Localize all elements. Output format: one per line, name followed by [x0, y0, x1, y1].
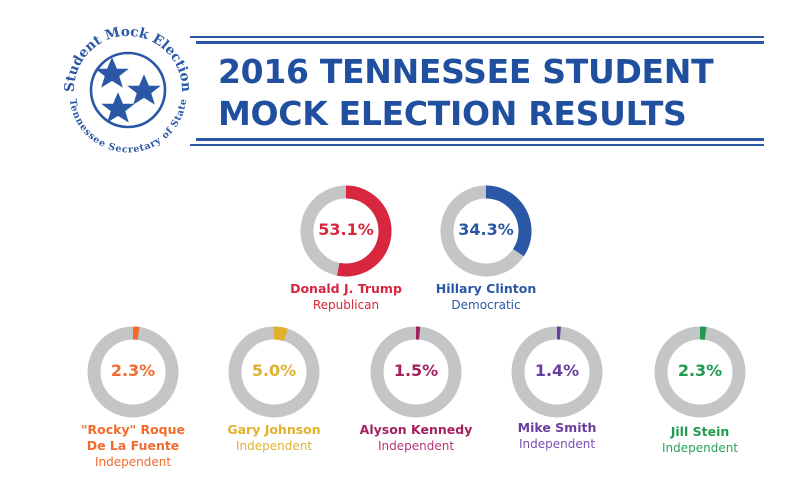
page-title-line1: 2016 TENNESSEE STUDENT — [218, 52, 714, 91]
candidate-party: Democratic — [451, 298, 521, 312]
candidate-party: Independent — [661, 441, 739, 455]
donut-rocky-roque-de-la-fuente: 2.3% — [87, 326, 179, 418]
seal-top-text: Student Mock Election — [62, 24, 194, 93]
candidate-name: De La Fuente — [86, 438, 180, 453]
candidate-label-alyson-kennedy: Alyson Kennedy Independent — [336, 422, 496, 454]
percent-value: 2.3% — [677, 361, 723, 380]
donut-ring — [87, 326, 179, 418]
candidate-party: Independent — [94, 455, 172, 469]
donut-ring — [654, 326, 746, 418]
candidate-label-hillary-clinton: Hillary Clinton Democratic — [406, 281, 566, 313]
donut-donald-j-trump: 53.1% — [300, 185, 392, 277]
donut-jill-stein: 2.3% — [654, 326, 746, 418]
donut-mike-smith: 1.4% — [511, 326, 603, 418]
candidate-label-rocky-roque-de-la-fuente: "Rocky" Roque De La Fuente Independent — [53, 422, 213, 470]
candidate-label-mike-smith: Mike Smith Independent — [477, 420, 637, 452]
candidate-name: Hillary Clinton — [435, 281, 537, 296]
donut-gary-johnson: 5.0% — [228, 326, 320, 418]
candidate-party: Independent — [377, 439, 455, 453]
candidate-party: Republican — [312, 298, 380, 312]
candidate-label-donald-j-trump: Donald J. Trump Republican — [266, 281, 426, 313]
candidate-name: Jill Stein — [670, 424, 730, 439]
donut-ring — [511, 326, 603, 418]
percent-value: 1.5% — [393, 361, 439, 380]
header-top-rule-thick — [196, 41, 764, 44]
candidate-name: Mike Smith — [517, 420, 597, 435]
candidate-name: Donald J. Trump — [290, 281, 402, 296]
candidate-label-gary-johnson: Gary Johnson Independent — [194, 422, 354, 454]
candidate-name: Gary Johnson — [227, 422, 321, 437]
donut-ring — [370, 326, 462, 418]
donut-hillary-clinton: 34.3% — [440, 185, 532, 277]
donut-ring — [440, 185, 532, 277]
percent-value: 1.4% — [534, 361, 580, 380]
candidate-party: Independent — [235, 439, 313, 453]
page-title-line2: MOCK ELECTION RESULTS — [218, 94, 687, 133]
three-stars-icon: Student Mock Election Tennessee Secretar… — [62, 24, 194, 156]
seal-logo: Student Mock Election Tennessee Secretar… — [52, 12, 202, 162]
percent-value: 34.3% — [458, 220, 514, 239]
header-top-rule-thin — [190, 36, 764, 38]
candidate-name: Alyson Kennedy — [359, 422, 473, 437]
donut-alyson-kennedy: 1.5% — [370, 326, 462, 418]
candidate-party: Independent — [518, 437, 596, 451]
donut-ring — [228, 326, 320, 418]
header-bottom-rule-thin — [190, 144, 764, 146]
percent-value: 5.0% — [251, 361, 297, 380]
percent-value: 53.1% — [318, 220, 374, 239]
donut-ring — [300, 185, 392, 277]
percent-value: 2.3% — [110, 361, 156, 380]
header-bottom-rule-thick — [196, 138, 764, 141]
candidate-label-jill-stein: Jill Stein Independent — [620, 424, 780, 456]
candidate-name: "Rocky" Roque — [81, 422, 185, 437]
